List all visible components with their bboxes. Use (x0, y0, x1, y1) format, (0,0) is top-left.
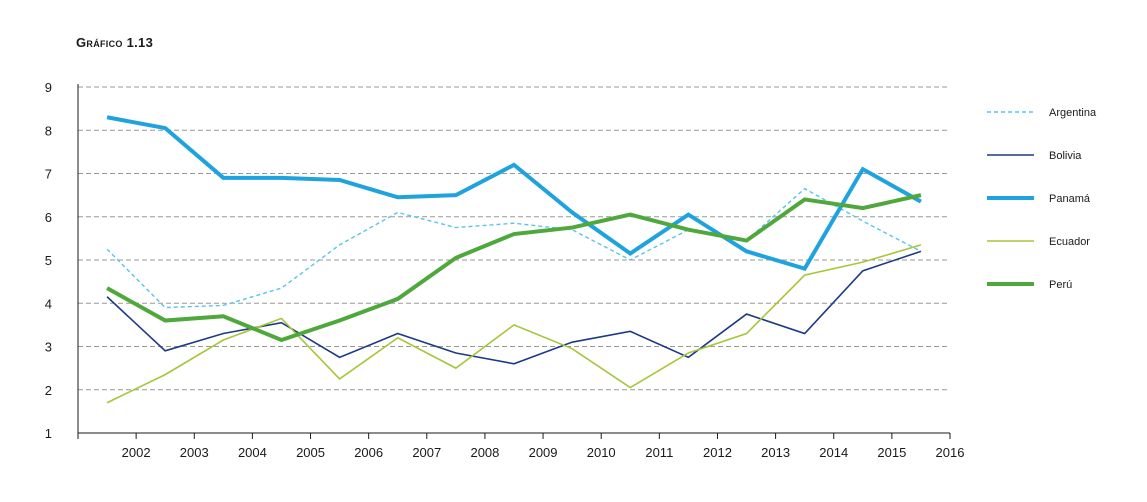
legend-label: Perú (1049, 279, 1072, 291)
series-line-panam (106, 115, 922, 272)
x-tick-label: 2009 (529, 445, 558, 460)
x-tick-label: 2010 (587, 445, 616, 460)
series-line-argentina (106, 187, 922, 309)
x-tick-label: 2008 (470, 445, 499, 460)
x-tick-label: 2011 (645, 445, 673, 460)
x-tick-label: 2007 (412, 445, 441, 460)
series-line-per (106, 193, 922, 343)
legend-label: Ecuador (1049, 236, 1090, 248)
x-tick-label: 2012 (703, 445, 732, 460)
x-tick-label: 2004 (238, 445, 267, 460)
y-tick-label: 3 (45, 340, 52, 355)
y-tick-label: 9 (45, 80, 52, 95)
y-tick-label: 1 (45, 426, 52, 441)
legend-label: Bolivia (1049, 150, 1082, 162)
y-tick-label: 4 (45, 296, 52, 311)
y-tick-label: 2 (45, 383, 52, 398)
y-tick-label: 5 (45, 253, 52, 268)
y-tick-label: 7 (45, 167, 52, 182)
legend-label: Argentina (1049, 107, 1097, 119)
x-tick-label: 2014 (819, 445, 848, 460)
x-tick-label: 2003 (180, 445, 209, 460)
series-line-ecuador (106, 244, 922, 404)
chart-title: Gráfico 1.13 (76, 35, 154, 50)
x-tick-label: 2013 (761, 445, 790, 460)
x-tick-label: 2015 (877, 445, 906, 460)
y-tick-label: 6 (45, 210, 52, 225)
x-tick-label: 2006 (354, 445, 383, 460)
legend-label: Panamá (1049, 193, 1091, 205)
x-tick-label: 2016 (936, 445, 965, 460)
x-tick-label: 2002 (122, 445, 151, 460)
y-tick-label: 8 (45, 123, 52, 138)
x-tick-label: 2005 (296, 445, 325, 460)
series-line-bolivia (106, 250, 922, 365)
